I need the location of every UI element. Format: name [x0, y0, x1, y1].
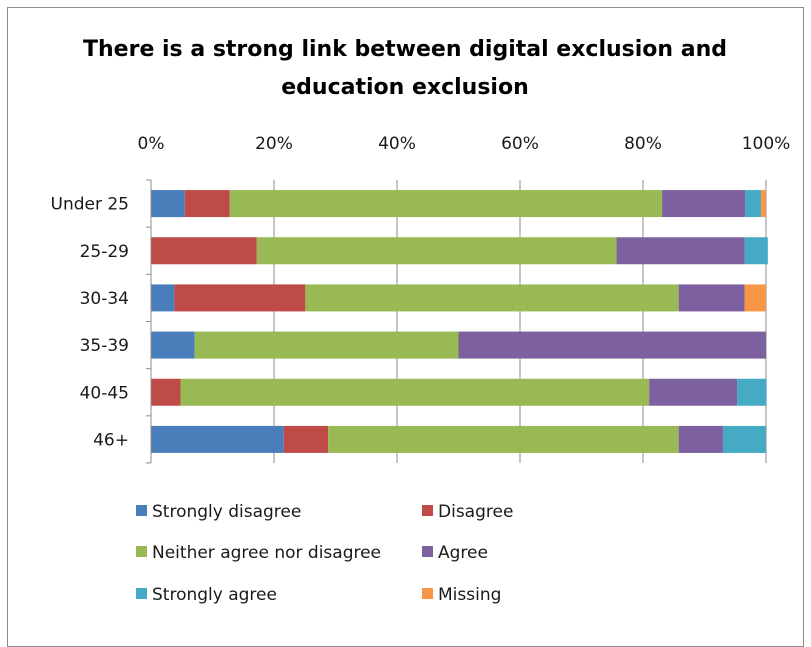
legend-label: Strongly agree — [152, 585, 277, 605]
bar-segment — [174, 284, 306, 312]
chart-title-line-2: education exclusion — [281, 75, 528, 100]
bar-segment — [737, 378, 767, 406]
x-tick-label: 80% — [624, 134, 662, 154]
y-category-label: Under 25 — [51, 195, 130, 215]
legend-label: Strongly disagree — [152, 502, 301, 522]
bar-segment — [761, 190, 766, 218]
bar-segment — [283, 425, 329, 453]
x-tick-label: 100% — [742, 134, 791, 154]
legend-swatch — [136, 505, 147, 516]
bar-segment — [151, 425, 284, 453]
legend-swatch — [422, 505, 433, 516]
y-category-label: 46+ — [93, 430, 129, 450]
chart-title-line-1: There is a strong link between digital e… — [83, 37, 727, 62]
legend-label: Disagree — [438, 502, 513, 522]
bar-segment — [744, 284, 766, 312]
legend-label: Agree — [438, 543, 488, 563]
x-tick-label: 40% — [378, 134, 416, 154]
legend: Strongly disagree Disagree Neither agree n… — [136, 502, 513, 605]
bar-segment — [678, 425, 723, 453]
y-axis-categories: Under 25 25-29 30-34 35-39 40-45 46+ — [51, 179, 151, 464]
bar-segment — [458, 331, 766, 359]
bar-segment — [194, 331, 459, 359]
bar-segment — [256, 237, 617, 265]
bar-segment — [305, 284, 679, 312]
bar-segment — [745, 190, 762, 218]
bar-segment — [678, 284, 745, 312]
bar-segment — [744, 237, 768, 265]
stacked-bar-chart: There is a strong link between digital e… — [51, 37, 791, 605]
bar-segment — [616, 237, 745, 265]
x-tick-label: 20% — [255, 134, 293, 154]
bar-segment — [151, 190, 185, 218]
x-tick-label: 0% — [138, 134, 165, 154]
bar-segment — [151, 237, 257, 265]
legend-swatch — [136, 588, 147, 599]
bar-segment — [184, 190, 230, 218]
bar-segment — [649, 378, 738, 406]
bar-segment — [722, 425, 766, 453]
bar-segment — [151, 284, 175, 312]
bar-segment — [180, 378, 650, 406]
x-axis-ticks: 0% 20% 40% 60% 80% 100% — [138, 134, 791, 154]
legend-label: Missing — [438, 585, 501, 605]
bar-segment — [151, 331, 195, 359]
bar-segment — [229, 190, 663, 218]
legend-swatch — [422, 546, 433, 557]
y-category-label: 35-39 — [80, 336, 129, 356]
y-category-label: 25-29 — [80, 242, 129, 262]
bar-segments — [151, 190, 768, 453]
chart-frame — [7, 7, 804, 647]
legend-swatch — [422, 588, 433, 599]
bar-segment — [328, 425, 679, 453]
bar-segment — [151, 378, 181, 406]
y-category-label: 40-45 — [80, 383, 129, 403]
gridlines — [150, 180, 767, 463]
bar-segment — [662, 190, 746, 218]
x-tick-label: 60% — [501, 134, 539, 154]
y-category-label: 30-34 — [80, 289, 129, 309]
legend-swatch — [136, 546, 147, 557]
legend-label: Neither agree nor disagree — [152, 543, 381, 563]
